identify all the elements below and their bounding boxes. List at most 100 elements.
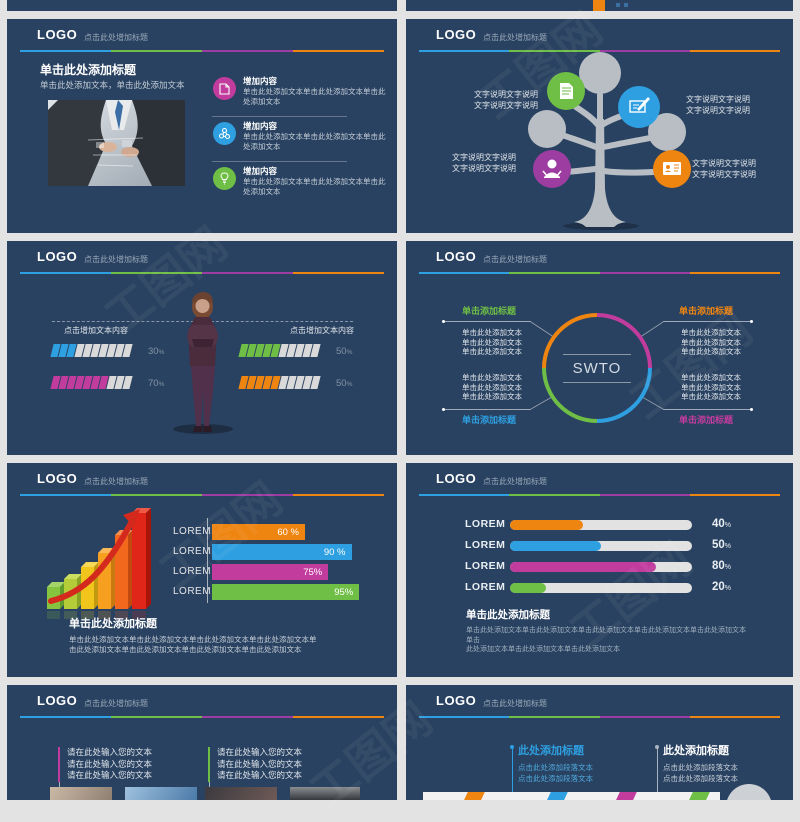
slide-logo: LOGO [37, 471, 78, 486]
timeline-title: 此处添加标题 [663, 745, 729, 757]
bar-value: 50% [336, 346, 353, 357]
slide-thumbnail-stats[interactable]: LOGO 点击此处增加标题 点击增加文本内容 点击增加文本内容 30% [7, 241, 397, 455]
slide-thumbnail-inputs[interactable]: LOGO 点击此处增加标题 请在此处输入您的文本 请在此处输入您的文本 请在此处… [7, 685, 397, 800]
slide-logo: LOGO [436, 27, 477, 42]
photo-thumbnail [290, 787, 360, 800]
bar-value: 80% [712, 560, 732, 572]
bar-value: 20% [712, 581, 732, 593]
divider [212, 116, 347, 117]
tree-diagram [528, 52, 691, 230]
slide-logo: LOGO [436, 249, 477, 264]
bar-value: 70% [148, 378, 165, 389]
text-block: 请在此处输入您的文本 请在此处输入您的文本 请在此处输入您的文本 [208, 747, 302, 782]
header-accent-line [20, 716, 384, 718]
section-body: 单击此处添加文本单击此处添加文本单击此处添加文本单击此处添加文本单击此处添加文本… [466, 627, 746, 653]
list-item: 增加内容 单击此处添加文本单击此处添加文本单击此处添加文本 [213, 120, 388, 164]
progress-track [510, 562, 692, 572]
quadrant-text-tr: 单击此处添加文本 单击此处添加文本 单击此处添加文本 [681, 328, 741, 356]
progress-track [510, 541, 692, 551]
connector-line [209, 782, 210, 791]
bar-value: 60 % [277, 526, 299, 538]
slide-header-title: 点击此处增加标题 [483, 699, 547, 708]
slide-thumbnail-chart3d[interactable]: LOGO 点击此处增加标题 [7, 463, 397, 677]
orange-bar-fragment [593, 0, 605, 11]
molecule-icon [213, 122, 236, 145]
progress-fill [510, 541, 601, 551]
caption-left: 点击增加文本内容 [64, 326, 128, 335]
tree-node-document [547, 72, 585, 110]
timeline-line [657, 748, 658, 792]
bar-label: LOREM [173, 566, 212, 577]
progress-track [510, 520, 692, 530]
list-item: 增加内容 单击此处添加文本单击此处添加文本单击此处添加文本 [213, 75, 388, 119]
slide-thumbnail-prev-left[interactable] [7, 0, 397, 11]
caption-right: 点击增加文本内容 [290, 326, 354, 335]
bar-value: 50% [336, 378, 353, 389]
segmented-bar [50, 376, 133, 389]
item-title: 增加内容 [243, 166, 278, 176]
tree-label-tr: 文字说明文字说明 文字说明文字说明 [686, 95, 750, 115]
item-text: 单击此处添加文本单击此处添加文本单击此处添加文本 [243, 87, 386, 106]
connector-line [663, 321, 750, 322]
header-accent-line [20, 494, 384, 496]
quadrant-title-br: 单击添加标题 [679, 415, 734, 425]
connector-line [663, 409, 750, 410]
progress-fill [510, 562, 656, 572]
progress-fill [510, 583, 547, 593]
3d-bar-chart-image [43, 501, 159, 621]
slide-thumbnail-swto[interactable]: LOGO 点击此处增加标题 SWTO 单击添加标题 单击添加标题 单击添加标题 … [406, 241, 793, 455]
section-title: 单击此处添加标题 [69, 618, 157, 630]
photo-thumbnail [205, 787, 277, 800]
bar-label: LOREM [465, 581, 506, 593]
timeline-text: 点击此处添加段落文本 点击此处添加段落文本 [518, 763, 593, 783]
header-accent-line [419, 272, 780, 274]
quadrant-title-tl: 单击添加标题 [462, 306, 517, 316]
bar-label: LOREM [173, 546, 212, 557]
bar-value: 30% [148, 346, 165, 357]
slide-header-title: 点击此处增加标题 [84, 255, 148, 264]
banner-stripe [685, 792, 712, 800]
quadrant-text-bl: 单击此处添加文本 单击此处添加文本 单击此处添加文本 [462, 373, 522, 401]
bar-value: 75% [303, 566, 323, 578]
quadrant-title-tr: 单击添加标题 [679, 306, 734, 316]
swto-ring: SWTO [542, 313, 652, 423]
progress-fill [510, 520, 583, 530]
slide-thumbnail-tree[interactable]: LOGO 点击此处增加标题 [406, 19, 793, 233]
slide-thumbnail-timeline[interactable]: LOGO 点击此处增加标题 此处添加标题 点击此处添加段落文本 点击此处添加段落… [406, 685, 793, 800]
slide-header-title: 点击此处增加标题 [84, 699, 148, 708]
connector-dot [750, 320, 753, 323]
slide-logo: LOGO [37, 693, 78, 708]
item-text: 单击此处添加文本单击此处添加文本单击此处添加文本 [243, 132, 386, 151]
divider [212, 161, 347, 162]
slide-thumbnail-prev-right[interactable] [406, 0, 793, 11]
businesswoman-photo [165, 291, 240, 436]
tree-label-tl: 文字说明文字说明 文字说明文字说明 [474, 90, 538, 110]
slide-header-title: 点击此处增加标题 [483, 33, 547, 42]
section-title: 单击此处添加标题 [40, 63, 137, 77]
dot-fragment [616, 3, 620, 7]
tree-node-gray-right [648, 113, 686, 151]
swto-center-label: SWTO [562, 353, 632, 383]
section-body: 单击此处添加文本单击此处添加文本单击此处添加文本单击此处添加文本单 击此处添加文… [69, 635, 317, 654]
slide-header-title: 点击此处增加标题 [84, 477, 148, 486]
tree-label-br: 文字说明文字说明 文字说明文字说明 [692, 159, 756, 179]
bar-label: LOREM [173, 586, 212, 597]
bar-fill: 95% [212, 584, 360, 600]
header-accent-line [419, 494, 780, 496]
text-block: 请在此处输入您的文本 请在此处输入您的文本 请在此处输入您的文本 [58, 747, 152, 782]
slide-thumbnail-progress[interactable]: LOGO 点击此处增加标题 LOREM 40% LOREM 50% LOREM … [406, 463, 793, 677]
striped-banner [423, 792, 720, 800]
bar-fill: 60 % [212, 524, 305, 540]
connector-dot [750, 408, 753, 411]
slide-thumbnail-intro[interactable]: LOGO 点击此处增加标题 单击此处添加标题 单击此处添加文本，单击此处添加文本 [7, 19, 397, 233]
slide-logo: LOGO [436, 693, 477, 708]
item-text: 单击此处添加文本单击此处添加文本单击此处添加文本 [243, 177, 386, 196]
slide-logo: LOGO [436, 471, 477, 486]
quadrant-text-tl: 单击此处添加文本 单击此处添加文本 单击此处添加文本 [462, 328, 522, 356]
dot-fragment [624, 3, 628, 7]
item-title: 增加内容 [243, 76, 278, 86]
timeline-line [512, 748, 513, 792]
section-title: 单击此处添加标题 [466, 609, 550, 621]
segmented-bar [238, 344, 321, 357]
header-accent-line [419, 716, 780, 718]
